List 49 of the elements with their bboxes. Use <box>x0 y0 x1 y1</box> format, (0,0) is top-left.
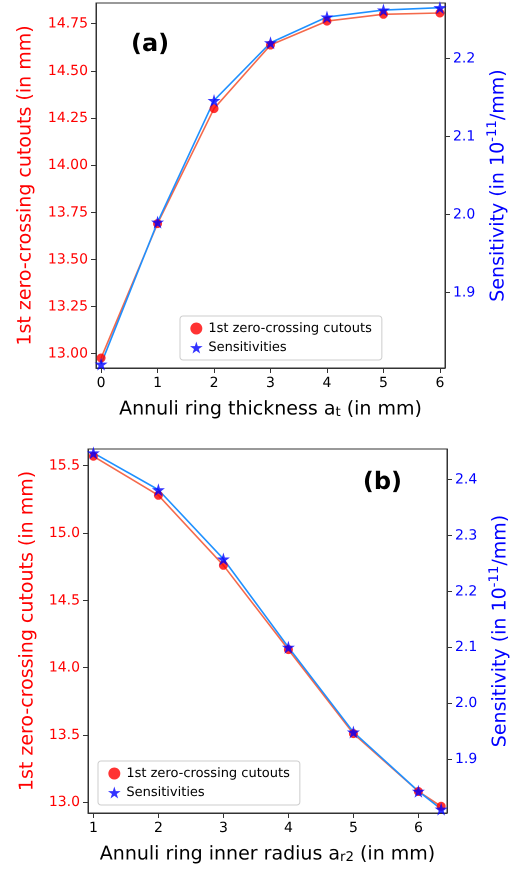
y-tick-label: 13.25 <box>48 298 88 315</box>
y-tick-label: 13.50 <box>48 251 88 268</box>
y2-tick-label: 2.0 <box>455 695 478 712</box>
y-tick-label: 13.75 <box>48 204 88 220</box>
x-tick-label: 6 <box>414 820 423 836</box>
x-tick-label: 0 <box>96 375 106 391</box>
y-tick-label: 13.0 <box>48 794 80 810</box>
y2-tick-label: 2.4 <box>455 472 478 488</box>
x-tick-label: 4 <box>322 375 332 391</box>
x-tick-label: 2 <box>210 375 218 391</box>
annotation: (b) <box>362 467 402 495</box>
x-tick-label: 5 <box>348 820 358 836</box>
y-tick-label: 14.5 <box>48 592 80 608</box>
y2-tick-label: 2.1 <box>455 639 478 656</box>
x-tick-label: 1 <box>153 375 162 391</box>
legend-label: 1st zero-crossing cutouts <box>208 321 372 336</box>
y-tick-label: 15.0 <box>48 525 80 541</box>
y-tick-label: 14.50 <box>48 62 88 79</box>
x-axis-title: Annuli ring inner radius ar2 (in mm) <box>100 842 436 865</box>
y-axis-title: 1st zero-crossing cutouts (in mm) <box>16 470 38 792</box>
x-tick-label: 5 <box>378 375 388 391</box>
x-tick-label: 3 <box>218 820 228 836</box>
y2-axis-title: Sensitivity (in 10-11/mm) <box>485 69 509 302</box>
y2-tick-label: 2.2 <box>455 583 478 600</box>
y2-tick-label: 2.1 <box>453 128 476 144</box>
y-tick-label: 14.75 <box>48 16 88 32</box>
y-tick-label: 13.00 <box>48 346 88 362</box>
x-tick-label: 2 <box>154 820 163 836</box>
y-axis-title: 1st zero-crossing cutouts (in mm) <box>14 25 36 346</box>
y2-tick-label: 2.2 <box>453 50 476 66</box>
y2-tick-label: 1.9 <box>455 750 478 767</box>
x-tick-label: 1 <box>88 820 98 836</box>
y-tick-label: 14.00 <box>48 157 88 174</box>
x-tick-label: 4 <box>284 820 293 836</box>
x-tick-label: 6 <box>435 375 444 391</box>
annotation: (a) <box>131 29 170 57</box>
legend-label: Sensitivities <box>126 785 205 800</box>
y2-axis-title: Sensitivity (in 10-11/mm) <box>487 514 511 748</box>
y2-tick-label: 2.0 <box>453 206 476 222</box>
y-tick-label: 13.5 <box>48 726 80 743</box>
y-tick-label: 14.25 <box>48 110 88 126</box>
x-axis-title: Annuli ring thickness at (in mm) <box>119 398 422 420</box>
y2-tick-label: 1.9 <box>453 284 476 300</box>
y2-tick-label: 2.3 <box>455 528 478 544</box>
x-tick-label: 3 <box>266 375 275 391</box>
y-tick-label: 14.0 <box>48 660 80 676</box>
legend-label: Sensitivities <box>208 340 287 355</box>
y-tick-label: 15.5 <box>48 458 80 474</box>
legend-label: 1st zero-crossing cutouts <box>126 766 290 781</box>
